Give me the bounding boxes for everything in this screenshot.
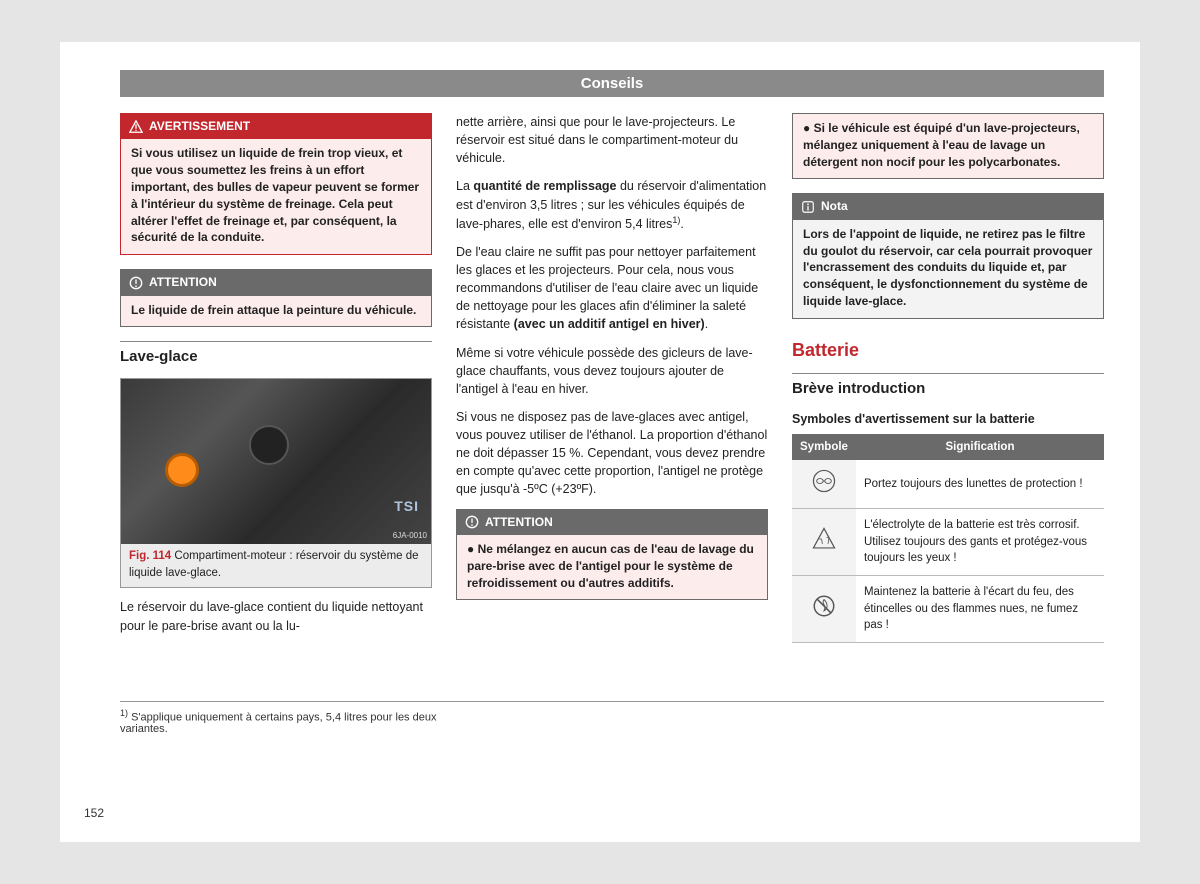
- footnote-divider: [120, 701, 1104, 702]
- footnote-marker: 1): [120, 708, 128, 718]
- attention-continuation-body: ● Si le véhicule est équipé d'un lave-pr…: [793, 114, 1103, 178]
- attention-body-2: ● Ne mélangez en aucun cas de l'eau de l…: [457, 535, 767, 599]
- warning-body: Si vous utilisez un liquide de frein tro…: [121, 139, 431, 254]
- content-columns: AVERTISSEMENT Si vous utilisez un liquid…: [120, 113, 1104, 645]
- no-flame-icon: [811, 593, 837, 619]
- attention-header-2: ATTENTION: [457, 510, 767, 535]
- col2-p2-part-a: La: [456, 179, 473, 193]
- figure-114: TSI Fig. 114 Compartiment-moteur : réser…: [120, 378, 432, 588]
- col2-p2-part-e: .: [680, 217, 683, 231]
- col2-paragraph-4: Même si votre véhicule possède des gicle…: [456, 344, 768, 398]
- column-1: AVERTISSEMENT Si vous utilisez un liquid…: [120, 113, 432, 645]
- column-2: nette arrière, ainsi que pour le lave-pr…: [456, 113, 768, 645]
- page: Conseils AVERTISSEMENT Si vous utilisez …: [60, 42, 1140, 842]
- table-cell-corrosive-text: L'électrolyte de la batterie est très co…: [856, 509, 1104, 576]
- figure-caption-text: Compartiment-moteur : réservoir du systè…: [129, 550, 419, 579]
- goggles-icon: [811, 468, 837, 494]
- page-number: 152: [84, 806, 104, 820]
- table-row: Portez toujours des lunettes de protecti…: [792, 460, 1104, 508]
- nota-box: Nota Lors de l'appoint de liquide, ne re…: [792, 193, 1104, 318]
- nota-label: Nota: [821, 198, 848, 215]
- attention-header-1: ATTENTION: [121, 270, 431, 295]
- attention-label-2: ATTENTION: [485, 514, 553, 531]
- table-header-symbol: Symbole: [792, 434, 856, 461]
- warning-label: AVERTISSEMENT: [149, 118, 250, 135]
- nota-header: Nota: [793, 194, 1103, 219]
- table-row: L'électrolyte de la batterie est très co…: [792, 509, 1104, 576]
- oil-cap-icon: [249, 425, 289, 465]
- tsi-badge: TSI: [394, 496, 419, 516]
- section-heading-laveglace: Lave-glace: [120, 341, 432, 368]
- table-cell-goggles-text: Portez toujours des lunettes de protecti…: [856, 460, 1104, 508]
- col2-paragraph-2: La quantité de remplissage du réservoir …: [456, 177, 768, 233]
- attention-box-2: ATTENTION ● Ne mélangez en aucun cas de …: [456, 509, 768, 601]
- table-cell-noflame-text: Maintenez la batterie à l'écart du feu, …: [856, 576, 1104, 643]
- col2-p3-part-c: .: [705, 317, 708, 331]
- nota-body: Lors de l'appoint de liquide, ne retirez…: [793, 220, 1103, 318]
- col2-paragraph-5: Si vous ne disposez pas de lave-glaces a…: [456, 408, 768, 499]
- col2-p3-bold: (avec un additif antigel en hiver): [514, 317, 705, 331]
- battery-symbols-table: Symbole Signification Portez toujours de…: [792, 434, 1104, 643]
- attention-body-1: Le liquide de frein attaque la peinture …: [121, 296, 431, 327]
- attention-circle-icon: [129, 276, 143, 290]
- col1-paragraph-1: Le réservoir du lave-glace contient du l…: [120, 598, 432, 634]
- corrosive-triangle-icon: [811, 526, 837, 552]
- attention-circle-icon: [465, 515, 479, 529]
- washer-reservoir-cap-icon: [165, 453, 199, 487]
- warning-box: AVERTISSEMENT Si vous utilisez un liquid…: [120, 113, 432, 255]
- symbol-cell-corrosive: [792, 509, 856, 576]
- figure-number: Fig. 114: [129, 550, 171, 562]
- subsection-heading-intro: Brève introduction: [792, 373, 1104, 400]
- footnote-1: 1) S'applique uniquement à certains pays…: [120, 708, 440, 736]
- symbol-cell-noflame: [792, 576, 856, 643]
- info-icon: [801, 200, 815, 214]
- table-header-signification: Signification: [856, 434, 1104, 461]
- section-heading-batterie: Batterie: [792, 337, 1104, 363]
- attention-label-1: ATTENTION: [149, 274, 217, 291]
- col2-paragraph-1: nette arrière, ainsi que pour le lave-pr…: [456, 113, 768, 167]
- table-row: Maintenez la batterie à l'écart du feu, …: [792, 576, 1104, 643]
- warning-triangle-icon: [129, 120, 143, 134]
- symbol-cell-goggles: [792, 460, 856, 508]
- col2-p2-bold: quantité de remplissage: [473, 179, 616, 193]
- col2-paragraph-3: De l'eau claire ne suffit pas pour netto…: [456, 243, 768, 334]
- column-3: ● Si le véhicule est équipé d'un lave-pr…: [792, 113, 1104, 645]
- attention-continuation-box: ● Si le véhicule est équipé d'un lave-pr…: [792, 113, 1104, 179]
- attention-box-1: ATTENTION Le liquide de frein attaque la…: [120, 269, 432, 327]
- footnote-text: S'applique uniquement à certains pays, 5…: [120, 711, 436, 735]
- warning-header: AVERTISSEMENT: [121, 114, 431, 139]
- figure-image-engine: TSI: [121, 379, 431, 544]
- page-title-bar: Conseils: [120, 70, 1104, 97]
- figure-caption: Fig. 114 Compartiment-moteur : réservoir…: [121, 544, 431, 587]
- subheading-symbols: Symboles d'avertissement sur la batterie: [792, 410, 1104, 428]
